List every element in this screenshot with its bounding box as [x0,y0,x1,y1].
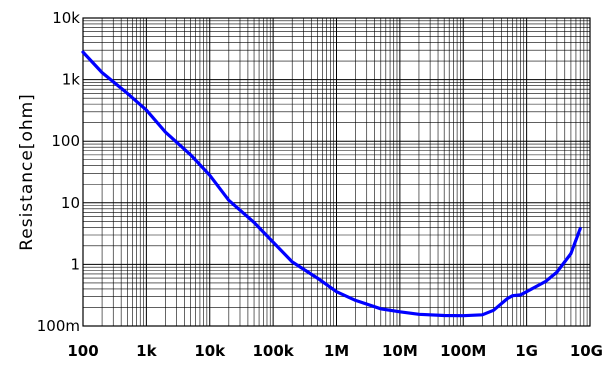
y-tick-label: 1 [70,255,80,273]
x-tick-label: 10G [570,342,603,360]
series-line [81,50,582,318]
x-tick-label: 100 [67,342,98,360]
y-tick-label: 10k [52,9,80,27]
y-tick-labels: 100m 1 10 100 1k 10k [37,9,81,335]
x-tick-label: 10k [194,342,226,360]
x-tick-label: 10M [382,342,418,360]
plot-frame [82,17,591,327]
y-tick-label: 10 [61,194,80,212]
x-tick-labels: 100 1k 10k 100k 1M 10M 100M 1G 10G [67,342,603,360]
y-tick-label: 100m [37,317,80,335]
y-tick-label: 1k [62,71,81,89]
x-tick-label: 1G [515,342,538,360]
x-tick-label: 1k [136,342,157,360]
series-layer [81,50,582,318]
grid [83,18,590,326]
y-tick-label: 100 [51,132,80,150]
x-tick-label: 100k [252,342,294,360]
x-tick-label: 100M [440,342,486,360]
y-axis-label: Resistance[ohm] [17,93,37,251]
x-tick-label: 1M [324,342,349,360]
